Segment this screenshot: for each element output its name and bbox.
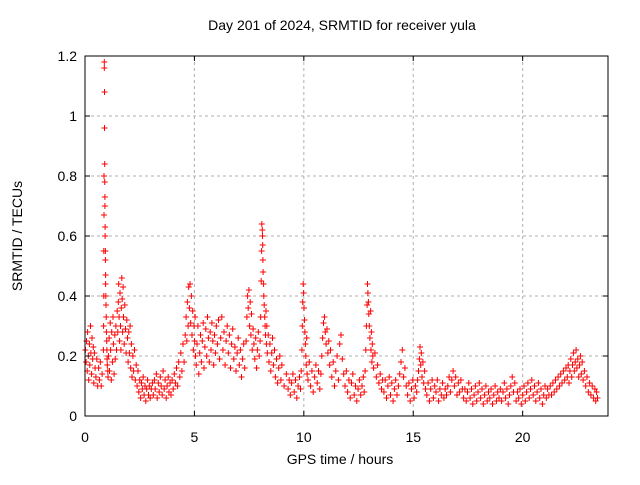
plot-area: 0 5 10 15 20 0 0.2 0.4 0.6 0.8 1 1.2 (58, 48, 609, 445)
x-tick-label: 15 (405, 429, 421, 445)
x-axis-label: GPS time / hours (287, 451, 394, 467)
y-tick-label: 0 (69, 408, 77, 424)
y-axis-label: SRMTID / TECUs (9, 181, 25, 291)
y-tick-label: 0.2 (58, 348, 78, 364)
x-tick-label: 5 (191, 429, 199, 445)
y-tick-label: 0.4 (58, 288, 78, 304)
x-tick-label: 0 (81, 429, 89, 445)
y-tick-label: 1 (69, 108, 77, 124)
x-tick-label: 10 (296, 429, 312, 445)
x-tick-label: 20 (515, 429, 531, 445)
y-tick-label: 0.8 (58, 168, 78, 184)
y-tick-label: 1.2 (58, 48, 78, 64)
y-tick-label: 0.6 (58, 228, 78, 244)
chart-title: Day 201 of 2024, SRMTID for receiver yul… (208, 17, 476, 33)
